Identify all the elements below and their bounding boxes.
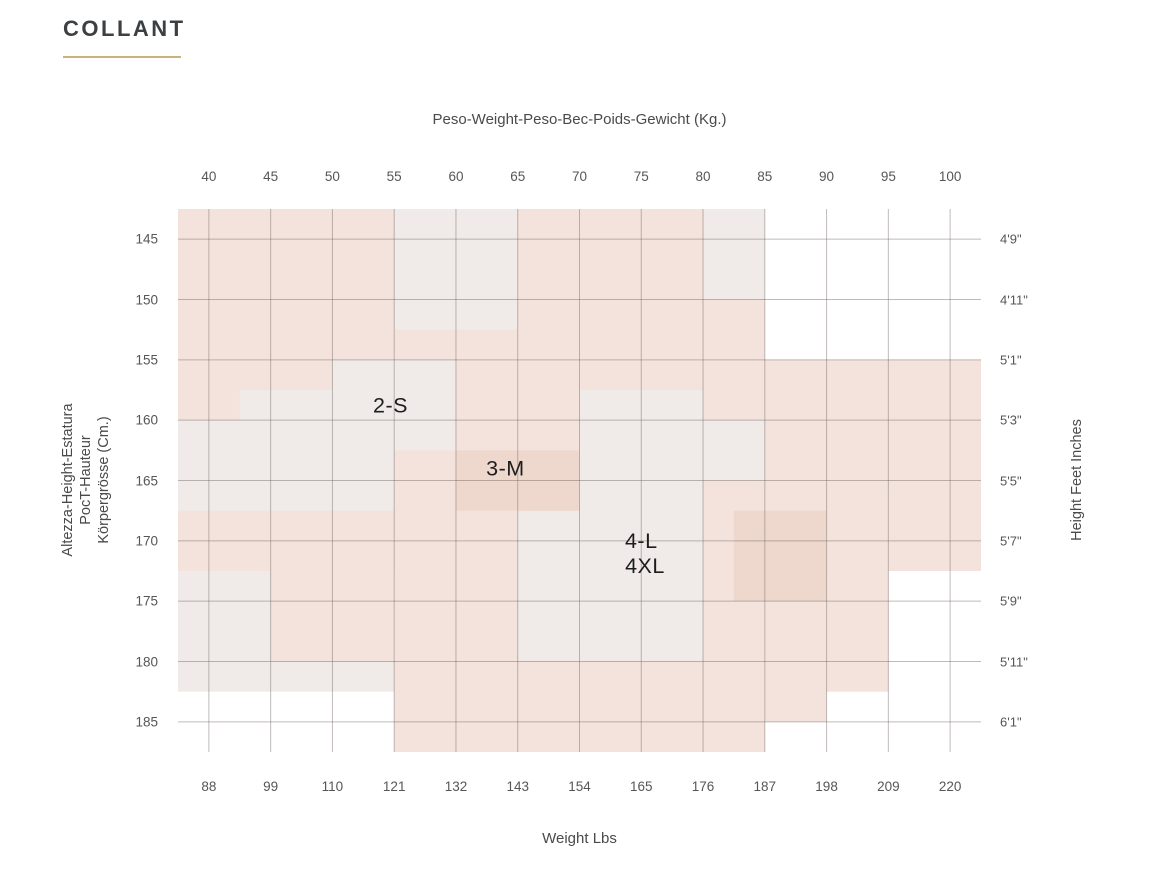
- bottom-tick-label: 88: [201, 779, 217, 794]
- title-underline: [63, 56, 181, 58]
- top-tick-label: 65: [510, 169, 526, 184]
- top-tick-label: 95: [880, 169, 896, 184]
- left-tick-label: 150: [135, 292, 158, 307]
- right-axis-title: Height Feet Inches: [1069, 419, 1085, 541]
- right-tick-label: 4'9": [1000, 231, 1022, 247]
- x-axis-top-ticks: 40 45 50 55 60 65 70 75 80 85 90 95 100: [178, 169, 981, 189]
- size-label-2-s: 2-S: [373, 394, 408, 418]
- left-tick-label: 160: [135, 412, 158, 428]
- region-rect: [517, 510, 580, 662]
- region-rect: [270, 571, 395, 662]
- top-tick-label: 75: [633, 169, 649, 184]
- bottom-tick-label: 143: [506, 779, 529, 794]
- top-tick-label: 100: [938, 169, 962, 184]
- region-rect: [178, 420, 395, 511]
- top-tick-label: 40: [201, 169, 217, 184]
- left-tick-label: 175: [135, 593, 158, 609]
- top-axis-title: Peso-Weight-Peso-Bec-Poids-Gewicht (Kg.): [432, 111, 727, 128]
- region-rect: [270, 661, 395, 692]
- right-tick-label: 6'1": [1000, 714, 1022, 730]
- region-rect: [455, 450, 580, 511]
- region-rect: [826, 571, 889, 692]
- size-label-4xl: 4XL: [625, 554, 665, 578]
- bottom-tick-label: 121: [382, 779, 406, 794]
- bottom-tick-label: 220: [938, 779, 962, 794]
- left-tick-label: 170: [135, 533, 158, 549]
- right-tick-label: 5'1": [1000, 352, 1022, 368]
- right-tick-label: 5'11": [1000, 654, 1028, 669]
- region-rect: [703, 209, 765, 300]
- region-rect: [394, 209, 518, 330]
- left-axis-title-line: Altezza-Height-Estatura: [60, 403, 76, 557]
- bottom-tick-label: 187: [753, 779, 777, 794]
- top-tick-label: 60: [448, 169, 464, 184]
- left-axis-title-line: PocT-Hauteur: [78, 435, 94, 525]
- bottom-tick-label: 209: [877, 779, 900, 794]
- size-label-3-m: 3-M: [486, 456, 525, 480]
- right-tick-label: 5'7": [1000, 533, 1022, 549]
- region-rect: [579, 390, 704, 662]
- region-rect: [733, 510, 827, 602]
- left-tick-label: 185: [135, 714, 158, 730]
- top-tick-label: 55: [386, 169, 402, 184]
- top-tick-label: 70: [571, 169, 588, 184]
- bottom-tick-label: 154: [568, 779, 591, 794]
- bottom-tick-label: 198: [815, 779, 838, 794]
- size-label-4-l: 4-L: [625, 529, 658, 553]
- bottom-tick-label: 110: [321, 779, 344, 794]
- bottom-tick-label: 132: [444, 779, 468, 794]
- left-tick-label: 180: [135, 654, 158, 669]
- bottom-tick-label: 99: [263, 779, 279, 794]
- right-tick-label: 5'5": [1000, 473, 1022, 488]
- right-tick-label: 5'9": [1000, 593, 1022, 609]
- bottom-tick-label: 176: [691, 779, 715, 794]
- region-rect: [703, 420, 765, 481]
- page-title: COLLANT: [63, 16, 186, 41]
- top-tick-label: 85: [757, 169, 773, 184]
- region-rect: [178, 571, 271, 692]
- top-tick-label: 50: [324, 169, 340, 184]
- left-axis-title: Altezza-Height-Estatura PocT-Hauteur Kör…: [59, 403, 113, 556]
- left-tick-label: 165: [135, 473, 158, 488]
- x-axis-bottom-ticks: 88 99 110 121 132 143 154 165 176 187 198 209 220: [178, 779, 981, 799]
- right-tick-label: 4'11": [1000, 292, 1028, 307]
- y-axis-right-ticks: 4'9" 4'11" 5'1" 5'3" 5'5" 5'7" 5'9" 5'11" 6'1": [1000, 209, 1070, 752]
- bottom-axis-title: Weight Lbs: [542, 830, 617, 847]
- right-tick-label: 5'3": [1000, 412, 1022, 428]
- left-axis-title-line: Körpergrösse (Cm.): [96, 416, 112, 544]
- top-tick-label: 45: [263, 169, 279, 184]
- y-axis-left-ticks: 145 150 155 160 165 170 175 180 185: [0, 209, 158, 752]
- left-tick-label: 155: [135, 352, 158, 368]
- left-tick-label: 145: [135, 231, 158, 247]
- top-tick-label: 90: [819, 169, 835, 184]
- top-tick-label: 80: [695, 169, 711, 184]
- bottom-tick-label: 165: [630, 779, 653, 794]
